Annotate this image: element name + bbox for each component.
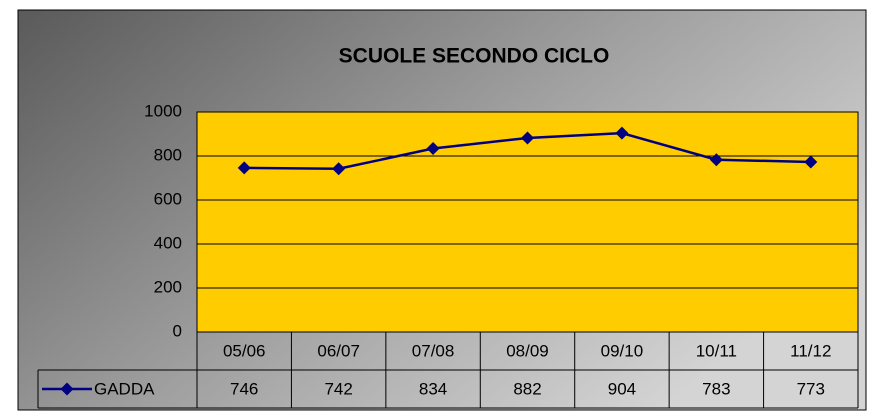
legend-label: GADDA <box>94 379 155 398</box>
marker <box>237 161 251 175</box>
x-tick-label: 08/09 <box>506 341 549 360</box>
marker <box>332 162 346 176</box>
y-tick-label: 600 <box>154 189 182 208</box>
x-tick-label: 05/06 <box>223 341 266 360</box>
x-tick-label: 06/07 <box>317 341 360 360</box>
marker <box>521 131 534 145</box>
table-value: 742 <box>324 379 352 398</box>
y-tick-label: 1000 <box>144 101 182 120</box>
x-tick-label: 09/10 <box>601 341 644 360</box>
table-value: 746 <box>230 379 258 398</box>
y-tick-label: 800 <box>154 145 182 164</box>
x-tick-label: 07/08 <box>412 341 455 360</box>
table-value: 904 <box>608 379 636 398</box>
table-value: 834 <box>419 379 447 398</box>
marker <box>709 153 723 167</box>
table-value: 783 <box>702 379 730 398</box>
x-tick-label: 10/11 <box>696 341 737 360</box>
y-tick-label: 0 <box>173 321 182 340</box>
table-value: 773 <box>797 379 825 398</box>
chart-title: SCUOLE SECONDO CICLO <box>339 45 610 68</box>
marker <box>426 142 440 156</box>
marker <box>615 126 629 140</box>
table-value: 882 <box>513 379 541 398</box>
y-tick-label: 200 <box>154 277 182 296</box>
x-tick-label: 11/12 <box>790 341 831 360</box>
marker <box>804 155 818 169</box>
plot-area <box>196 111 859 333</box>
y-tick-label: 400 <box>154 233 182 252</box>
legend-marker <box>60 382 74 396</box>
